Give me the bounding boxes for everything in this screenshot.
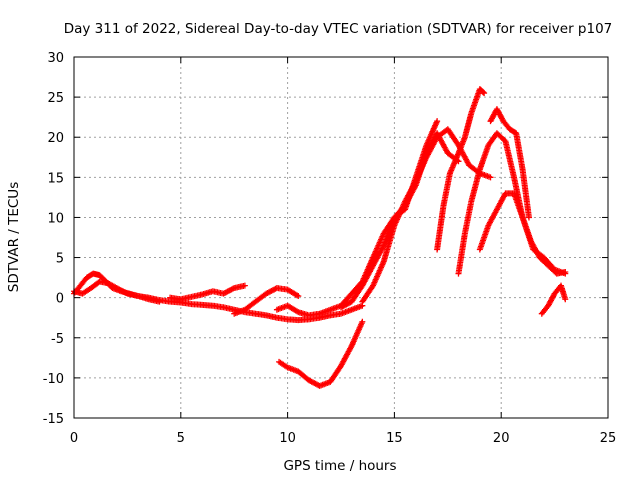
data-point — [241, 282, 248, 289]
series-track-k — [476, 190, 569, 277]
data-point — [562, 268, 569, 275]
data-point — [480, 89, 487, 96]
data-point — [123, 289, 130, 296]
series-track-d — [231, 285, 302, 317]
x-tick-label: 15 — [386, 431, 403, 446]
y-tick-label: 15 — [47, 171, 64, 186]
series-track-c — [167, 282, 248, 303]
data-point — [295, 293, 302, 300]
data-point — [229, 285, 236, 292]
data-point — [481, 90, 488, 97]
y-tick-label: -5 — [51, 332, 64, 347]
x-tick-label: 5 — [177, 431, 185, 446]
series-track-f — [338, 118, 441, 311]
data-point — [156, 298, 163, 305]
grid-lines — [74, 57, 608, 418]
y-tick-labels: -15 -10 -5 0 5 10 15 20 25 30 — [43, 51, 64, 427]
data-points — [71, 86, 569, 389]
y-tick-label: 20 — [47, 131, 64, 146]
data-point — [525, 214, 532, 221]
y-tick-label: 0 — [56, 292, 64, 307]
x-tick-label: 20 — [493, 431, 510, 446]
axis-ticks — [73, 56, 609, 419]
data-point — [487, 174, 494, 181]
y-tick-label: -10 — [43, 372, 64, 387]
x-tick-label: 0 — [70, 431, 78, 446]
y-tick-label: 5 — [56, 252, 64, 267]
y-axis-label: SDTVAR / TECUs — [6, 182, 22, 292]
series-track-i — [434, 86, 488, 253]
series-track-h — [276, 318, 366, 389]
series-track-l — [487, 106, 532, 221]
y-tick-label: 10 — [47, 211, 64, 226]
data-point — [434, 118, 441, 125]
series-track-m — [538, 282, 569, 317]
x-tick-label: 10 — [279, 431, 296, 446]
x-axis-label: GPS time / hours — [283, 458, 396, 474]
x-tick-labels: 0 5 10 15 20 25 — [70, 431, 616, 446]
series-track-g — [359, 126, 494, 305]
data-point — [359, 318, 366, 325]
y-tick-label: 25 — [47, 91, 64, 106]
chart-title: Day 311 of 2022, Sidereal Day-to-day VTE… — [64, 21, 613, 37]
series-track-j — [455, 130, 569, 277]
data-point — [293, 292, 300, 299]
y-tick-label: -15 — [43, 412, 64, 427]
x-tick-label: 25 — [600, 431, 617, 446]
y-tick-label: 30 — [47, 51, 64, 66]
data-point — [293, 308, 300, 315]
data-point — [562, 296, 569, 303]
plot-frame — [73, 56, 609, 419]
